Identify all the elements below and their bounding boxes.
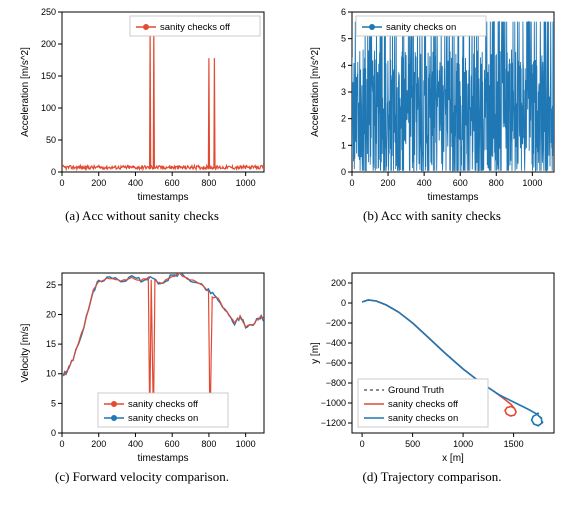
svg-text:3: 3 [341, 87, 346, 97]
svg-text:−800: −800 [326, 378, 346, 388]
svg-text:0: 0 [59, 178, 64, 188]
panel-b-svg: 0 200 400 600 800 1000 0 1 2 3 4 5 6 timestamps Accele… [302, 4, 562, 204]
svg-text:0: 0 [341, 167, 346, 177]
panel-a-caption: (a) Acc without sanity checks [12, 208, 272, 224]
svg-text:4: 4 [341, 60, 346, 70]
svg-text:timestamps: timestamps [137, 192, 188, 203]
svg-text:800: 800 [489, 178, 504, 188]
svg-text:Acceleration [m/s^2]: Acceleration [m/s^2] [310, 47, 321, 137]
svg-text:1000: 1000 [453, 439, 473, 449]
svg-text:y [m]: y [m] [310, 342, 321, 364]
svg-text:800: 800 [201, 439, 216, 449]
panel-c-svg: 0 200 400 600 800 1000 0 5 10 15 20 25 timestamps Vel… [12, 265, 272, 465]
panel-a-svg: 0 200 400 600 800 1000 0 50 100 150 200 250 timestam… [12, 4, 272, 204]
svg-text:−400: −400 [326, 338, 346, 348]
svg-text:0: 0 [360, 439, 365, 449]
svg-text:Velocity [m/s]: Velocity [m/s] [20, 323, 31, 382]
svg-text:400: 400 [128, 439, 143, 449]
svg-text:100: 100 [41, 103, 56, 113]
svg-text:sanity checks on: sanity checks on [128, 413, 198, 424]
svg-text:800: 800 [201, 178, 216, 188]
svg-text:200: 200 [381, 178, 396, 188]
svg-text:10: 10 [46, 369, 56, 379]
svg-text:Acceleration [m/s^2]: Acceleration [m/s^2] [20, 47, 31, 137]
svg-text:0: 0 [51, 428, 56, 438]
svg-text:600: 600 [165, 439, 180, 449]
svg-text:1000: 1000 [236, 439, 256, 449]
panel-a: 0 200 400 600 800 1000 0 50 100 150 200 250 timestam… [12, 4, 272, 228]
svg-text:−1000: −1000 [321, 398, 346, 408]
svg-text:0: 0 [59, 439, 64, 449]
svg-text:sanity checks on: sanity checks on [386, 22, 456, 33]
svg-text:sanity checks off: sanity checks off [388, 399, 458, 410]
svg-text:500: 500 [405, 439, 420, 449]
svg-text:25: 25 [46, 280, 56, 290]
svg-text:20: 20 [46, 309, 56, 319]
svg-text:−600: −600 [326, 358, 346, 368]
panel-c: 0 200 400 600 800 1000 0 5 10 15 20 25 timestamps Vel… [12, 265, 272, 489]
svg-text:200: 200 [91, 178, 106, 188]
svg-text:sanity checks off: sanity checks off [160, 22, 230, 33]
svg-text:5: 5 [51, 398, 56, 408]
svg-text:timestamps: timestamps [137, 453, 188, 464]
svg-text:15: 15 [46, 339, 56, 349]
svg-text:600: 600 [453, 178, 468, 188]
svg-text:5: 5 [341, 34, 346, 44]
panel-d: 0 500 1000 1500 −1200 −1000 −800 −600 −400 −200 0 2… [302, 265, 562, 489]
svg-text:−200: −200 [326, 318, 346, 328]
svg-text:50: 50 [46, 135, 56, 145]
svg-text:1000: 1000 [236, 178, 256, 188]
panel-d-caption: (d) Trajectory comparison. [302, 469, 562, 485]
svg-text:0: 0 [349, 178, 354, 188]
svg-text:Ground Truth: Ground Truth [388, 385, 444, 396]
panel-b: 0 200 400 600 800 1000 0 1 2 3 4 5 6 timestamps Accele… [302, 4, 562, 228]
svg-text:200: 200 [91, 439, 106, 449]
svg-text:x [m]: x [m] [442, 453, 464, 464]
svg-text:1: 1 [341, 140, 346, 150]
panel-c-caption: (c) Forward velocity comparison. [12, 469, 272, 485]
svg-text:400: 400 [417, 178, 432, 188]
svg-text:0: 0 [51, 167, 56, 177]
svg-text:−1200: −1200 [321, 418, 346, 428]
svg-text:200: 200 [331, 278, 346, 288]
svg-text:250: 250 [41, 7, 56, 17]
svg-text:0: 0 [341, 298, 346, 308]
svg-text:1000: 1000 [522, 178, 542, 188]
svg-text:200: 200 [41, 39, 56, 49]
panel-d-svg: 0 500 1000 1500 −1200 −1000 −800 −600 −400 −200 0 2… [302, 265, 562, 465]
panel-b-caption: (b) Acc with sanity checks [302, 208, 562, 224]
svg-text:2: 2 [341, 114, 346, 124]
svg-text:sanity checks off: sanity checks off [128, 399, 198, 410]
svg-text:600: 600 [165, 178, 180, 188]
svg-text:150: 150 [41, 71, 56, 81]
svg-text:sanity checks on: sanity checks on [388, 413, 458, 424]
svg-text:400: 400 [128, 178, 143, 188]
svg-text:timestamps: timestamps [427, 192, 478, 203]
svg-text:6: 6 [341, 7, 346, 17]
svg-text:1500: 1500 [504, 439, 524, 449]
